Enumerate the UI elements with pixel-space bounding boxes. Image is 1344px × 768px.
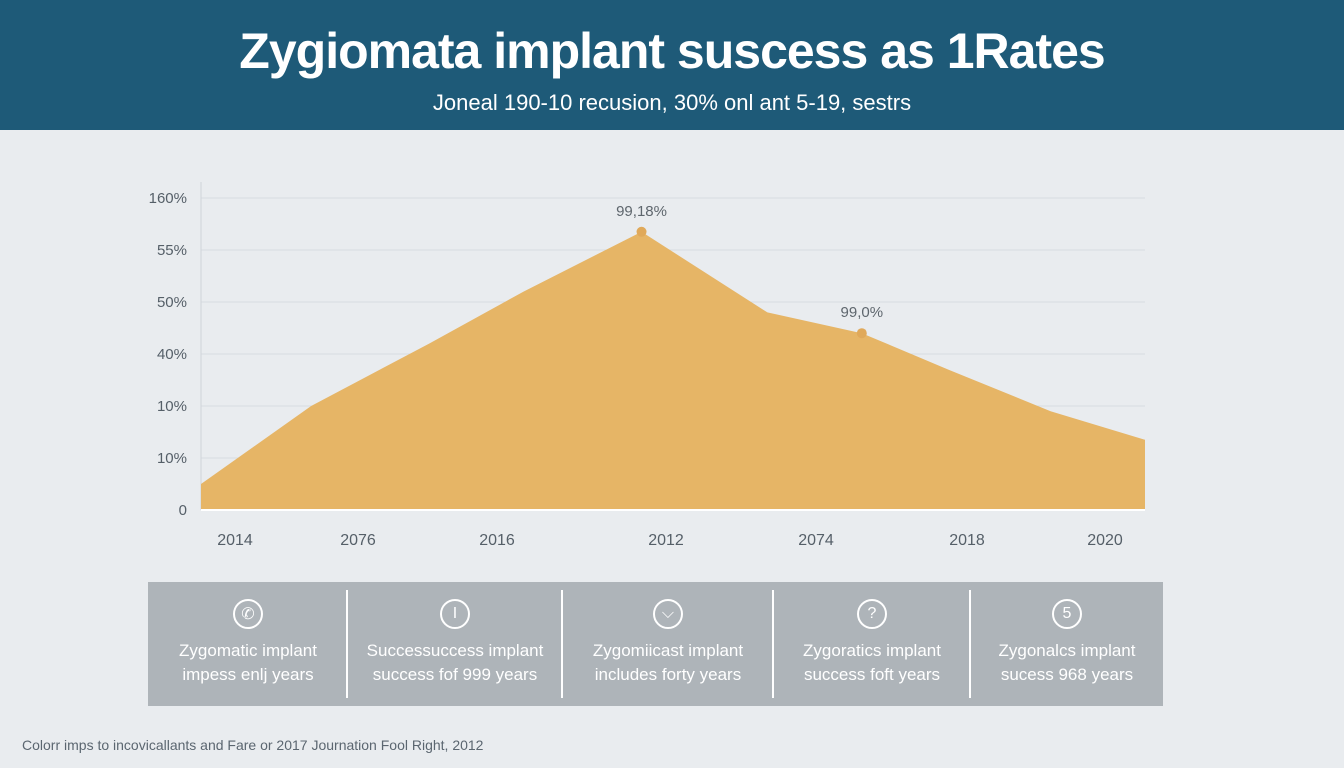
x-tick-label: 2076 [340,532,376,549]
y-tick-label: 160% [149,190,187,207]
divider [346,590,348,698]
data-label: 99,18% [616,203,667,220]
phone-icon: ✆ [233,599,263,629]
feature-text: sucess 968 years [1000,665,1134,684]
feature-title: Zygonalcs implant [998,641,1136,660]
feature-title: Successuccess implant [366,641,544,660]
feature-card-4: ? Zygoratics implant success foft years [774,582,970,706]
feature-card-3: ⌵ Zygomiicast implant includes forty yea… [563,582,773,706]
info-icon: I [440,599,470,629]
y-tick-label: 10% [157,398,187,415]
feature-title: Zygoratics implant [803,641,941,660]
x-tick-label: 2014 [217,532,253,549]
y-tick-label: 10% [157,450,187,467]
x-tick-label: 2020 [1087,532,1123,549]
x-tick-label: 2016 [479,532,515,549]
x-tick-label: 2012 [648,532,684,549]
divider [561,590,563,698]
feature-text: success foft years [803,665,941,684]
x-tick-label: 2074 [798,532,834,549]
divider [772,590,774,698]
five-icon: 5 [1052,599,1082,629]
chart-svg: 0 10% 10% 40% 50% 55% 160% 99,18% 99,0% 2014 2076 2… [149,182,1145,549]
header-banner: Zygiomata implant suscess as 1Rates Jone… [0,0,1344,130]
y-tick-label: 40% [157,346,187,363]
y-tick-label: 50% [157,294,187,311]
page-title: Zygiomata implant suscess as 1Rates [239,23,1105,79]
question-icon: ? [857,599,887,629]
x-tick-label: 2018 [949,532,985,549]
data-label: 99,0% [841,304,884,321]
divider [969,590,971,698]
features-panel: ✆ Zygomatic implant impess enlj years I … [148,582,1163,706]
footer-note: Colorr imps to incovicallants and Fare o… [22,737,484,753]
feature-card-5: 5 Zygonalcs implant sucess 968 years [971,582,1163,706]
data-point [636,226,647,237]
feature-text: success fof 999 years [372,665,538,684]
area-chart: 0 10% 10% 40% 50% 55% 160% 99,18% 99,0% 2014 2076 2… [0,130,1344,570]
feature-card-1: ✆ Zygomatic implant impess enlj years [148,582,348,706]
y-tick-label: 55% [157,242,187,259]
feature-text: includes forty years [594,665,742,684]
y-tick-label: 0 [179,502,187,519]
page-subtitle: Joneal 190-10 recusion, 30% onl ant 5-19… [432,90,912,115]
feature-text: impess enlj years [182,665,314,684]
data-point [856,328,867,339]
tooth-icon: ⌵ [653,599,683,629]
feature-title: Zygomatic implant [179,641,317,660]
feature-title: Zygomiicast implant [592,641,744,660]
area-series [201,231,1145,511]
feature-card-2: I Successuccess implant success fof 999 … [348,582,562,706]
